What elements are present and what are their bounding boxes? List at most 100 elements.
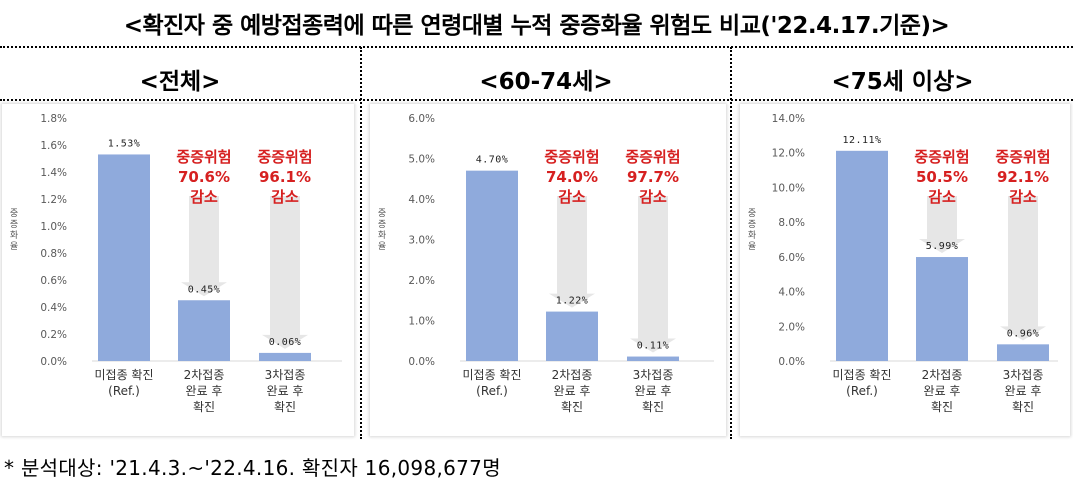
- risk-annotation-line: 96.1%: [259, 168, 311, 186]
- y-tick-label: 5.0%: [408, 154, 435, 166]
- y-tick-label: 1.4%: [40, 167, 67, 179]
- bar-value-label: 4.70%: [476, 155, 509, 166]
- bar-value-label: 1.22%: [556, 296, 589, 307]
- category-label: 확진: [561, 400, 583, 414]
- footnote: * 분석대상: '21.4.3.~'22.4.16. 확진자 16,098,67…: [4, 456, 501, 480]
- risk-annotation: 중증위험 50.5% 감소: [914, 148, 969, 206]
- reduction-arrow: [262, 196, 308, 349]
- y-tick-label: 4.0%: [408, 194, 435, 206]
- main-title: <확진자 중 예방접종력에 따른 연령대별 누적 중증화율 위험도 비교('22…: [123, 13, 950, 39]
- category-label: (Ref.): [846, 384, 878, 398]
- y-tick-label: 0.4%: [40, 302, 67, 314]
- category-label: 3차접종: [1003, 368, 1044, 382]
- panel-separator-1: [360, 47, 362, 439]
- reduction-arrow: [630, 196, 676, 353]
- risk-annotation-line: 감소: [1009, 188, 1037, 206]
- category-label: 미접종 확진: [832, 368, 891, 382]
- risk-annotation-line: 감소: [639, 188, 667, 206]
- risk-annotation-line: 50.5%: [916, 168, 968, 186]
- bar-value-label: 0.96%: [1007, 328, 1040, 339]
- y-tick-label: 1.2%: [40, 194, 67, 206]
- risk-annotation-line: 중증위험: [995, 148, 1050, 166]
- panel-title-divider: [0, 99, 1073, 101]
- risk-annotation-line: 감소: [928, 188, 956, 206]
- bar: [836, 150, 888, 361]
- y-axis-label-char: 화: [10, 230, 18, 241]
- risk-annotation: 중증위험 70.6% 감소: [176, 148, 231, 206]
- y-axis-label-char: 중: [10, 208, 18, 219]
- bar: [916, 257, 968, 361]
- y-axis-label: 중증화율: [748, 208, 756, 252]
- risk-annotation-line: 97.7%: [627, 168, 679, 186]
- risk-annotation-line: 중증위험: [176, 148, 231, 166]
- bar-value-label: 0.45%: [188, 284, 221, 295]
- y-axis-label-char: 증: [378, 219, 386, 230]
- y-tick-label: 0.0%: [408, 356, 435, 368]
- category-label: 2차접종: [552, 368, 593, 382]
- risk-annotation: 중증위험 92.1% 감소: [995, 148, 1050, 206]
- category-label: 확진: [1012, 400, 1034, 414]
- category-label: 미접종 확진: [462, 368, 521, 382]
- y-tick-label: 6.0%: [778, 252, 805, 264]
- y-tick-label: 1.0%: [40, 221, 67, 233]
- risk-annotation: 중증위험 96.1% 감소: [257, 148, 312, 206]
- bar: [178, 300, 230, 361]
- y-axis-label-char: 중: [378, 208, 386, 219]
- y-axis-label-char: 율: [748, 241, 756, 252]
- reduction-arrow: [919, 196, 965, 254]
- risk-annotation-line: 감소: [190, 188, 218, 206]
- risk-annotation-line: 중증위험: [625, 148, 680, 166]
- y-tick-label: 1.8%: [40, 113, 67, 125]
- bar: [466, 170, 518, 361]
- y-tick-label: 1.6%: [40, 140, 67, 152]
- reduction-arrow: [181, 196, 227, 297]
- y-axis-label-char: 증: [748, 219, 756, 230]
- reduction-arrow: [1000, 196, 1046, 341]
- category-label: 2차접종: [184, 368, 225, 382]
- chart-svg: 0.0% 2.0% 4.0% 6.0% 8.0% 10.0% 12.0% 14.0% 중증화율 1…: [748, 113, 1058, 414]
- category-label: (Ref.): [476, 384, 508, 398]
- risk-annotation-line: 중증위험: [914, 148, 969, 166]
- y-axis-label-char: 율: [10, 241, 18, 252]
- bar-value-label: 12.11%: [842, 135, 881, 146]
- category-label: 완료 후: [186, 384, 223, 398]
- bar: [98, 154, 150, 361]
- y-tick-label: 0.8%: [40, 248, 67, 260]
- panel-title-60-74: <60-74세>: [479, 69, 613, 95]
- category-label: 2차접종: [922, 368, 963, 382]
- chart-75-plus: 0.0% 2.0% 4.0% 6.0% 8.0% 10.0% 12.0% 14.0% 중 증 화 율 1…: [740, 104, 1070, 436]
- y-tick-label: 2.0%: [408, 275, 435, 287]
- y-axis-label-char: 율: [378, 241, 386, 252]
- panel-separator-2: [730, 47, 732, 439]
- bar-value-label: 1.53%: [108, 138, 141, 149]
- bar: [627, 356, 679, 361]
- reduction-arrow: [549, 196, 595, 308]
- category-label: 완료 후: [924, 384, 961, 398]
- bar: [259, 352, 311, 361]
- category-label: 확진: [193, 400, 215, 414]
- y-axis-label-char: 증: [10, 219, 18, 230]
- chart-svg: 0.0% 0.2% 0.4% 0.6% 0.8% 1.0% 1.2% 1.4% 1.6% 1.8%…: [10, 113, 342, 414]
- risk-annotation-line: 70.6%: [178, 168, 230, 186]
- y-axis-label-char: 화: [748, 230, 756, 241]
- y-axis-label-char: 화: [378, 230, 386, 241]
- y-tick-label: 3.0%: [408, 235, 435, 247]
- y-tick-label: 0.0%: [778, 356, 805, 368]
- y-tick-label: 8.0%: [778, 217, 805, 229]
- risk-annotation-line: 감소: [271, 188, 299, 206]
- y-tick-label: 10.0%: [772, 182, 805, 194]
- bar-value-label: 5.99%: [926, 241, 959, 252]
- category-label: 확진: [274, 400, 296, 414]
- y-axis-label: 중증화율: [10, 208, 18, 252]
- category-label: 확진: [931, 400, 953, 414]
- y-axis-label-char: 중: [748, 208, 756, 219]
- chart-total: 0.0% 0.2% 0.4% 0.6% 0.8% 1.0% 1.2% 1.4% 1.6% 1.8%…: [2, 104, 354, 436]
- category-label: 완료 후: [635, 384, 672, 398]
- y-tick-label: 1.0%: [408, 316, 435, 328]
- risk-annotation: 중증위험 97.7% 감소: [625, 148, 680, 206]
- risk-annotation: 중증위험 74.0% 감소: [544, 148, 599, 206]
- y-tick-label: 6.0%: [408, 113, 435, 125]
- risk-annotation-line: 중증위험: [544, 148, 599, 166]
- y-tick-label: 12.0%: [772, 148, 805, 160]
- category-label: 확진: [642, 400, 664, 414]
